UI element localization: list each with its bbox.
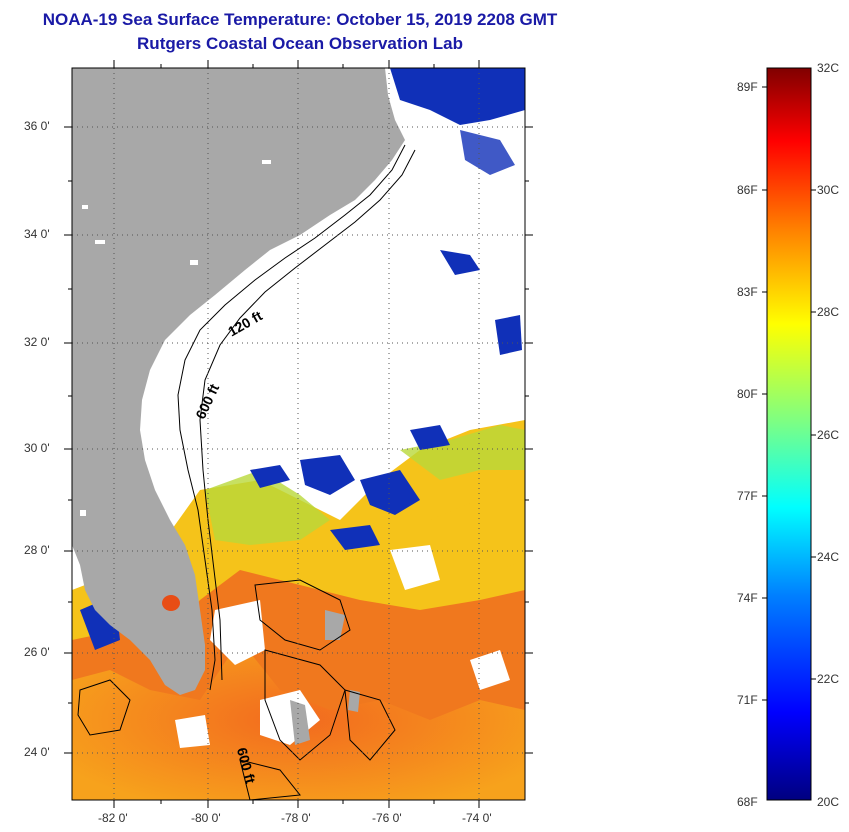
colorbar-label-28c: 28C bbox=[817, 305, 840, 319]
bahamas-islands bbox=[290, 610, 360, 745]
colorbar-label-68f: 68F bbox=[737, 795, 758, 809]
graticule bbox=[72, 68, 525, 800]
colorbar-label-24c: 24C bbox=[817, 550, 840, 564]
colorbar-label-22c: 22C bbox=[817, 672, 840, 686]
bathymetry-contours bbox=[77, 144, 416, 800]
lon-label-76: -76 0' bbox=[372, 811, 402, 825]
map-subtitle: Rutgers Coastal Ocean Observation Lab bbox=[137, 34, 463, 53]
colorbar-label-26c: 26C bbox=[817, 428, 840, 442]
colorbar-label-86f: 86F bbox=[737, 183, 758, 197]
lat-label-26: 26 0' bbox=[24, 645, 50, 659]
colorbar-label-20c: 20C bbox=[817, 795, 840, 809]
colorbar-label-77f: 77F bbox=[737, 489, 758, 503]
colorbar-label-30c: 30C bbox=[817, 183, 840, 197]
us-landmass bbox=[72, 68, 405, 695]
lon-label-80: -80 0' bbox=[191, 811, 221, 825]
lat-label-32: 32 0' bbox=[24, 335, 50, 349]
lon-label-74: -74 0' bbox=[462, 811, 492, 825]
lon-label-78: -78 0' bbox=[281, 811, 311, 825]
lon-label-82: -82 0' bbox=[98, 811, 128, 825]
sst-yellow-east bbox=[430, 480, 525, 580]
colorbar-label-71f: 71F bbox=[737, 693, 758, 707]
colorbar-ticks bbox=[762, 86, 816, 701]
sst-greenish-patches bbox=[205, 425, 525, 545]
inland-lakes bbox=[80, 160, 271, 516]
lat-label-24: 24 0' bbox=[24, 745, 50, 759]
colorbar-label-83f: 83F bbox=[737, 285, 758, 299]
map-title: NOAA-19 Sea Surface Temperature: October… bbox=[42, 10, 558, 29]
colorbar-label-32c: 32C bbox=[817, 61, 840, 75]
cool-water-patches bbox=[80, 68, 525, 650]
lat-label-28: 28 0' bbox=[24, 543, 50, 557]
cloud-specks bbox=[175, 545, 510, 748]
colorbar-label-89f: 89F bbox=[737, 80, 758, 94]
lake-okeechobee bbox=[162, 595, 180, 611]
lat-label-36: 36 0' bbox=[24, 119, 50, 133]
colorbar-label-80f: 80F bbox=[737, 387, 758, 401]
lat-label-30: 30 0' bbox=[24, 441, 50, 455]
colorbar-gradient bbox=[766, 67, 812, 801]
axis-ticks bbox=[64, 60, 533, 808]
lat-label-34: 34 0' bbox=[24, 227, 50, 241]
colorbar-label-74f: 74F bbox=[737, 591, 758, 605]
